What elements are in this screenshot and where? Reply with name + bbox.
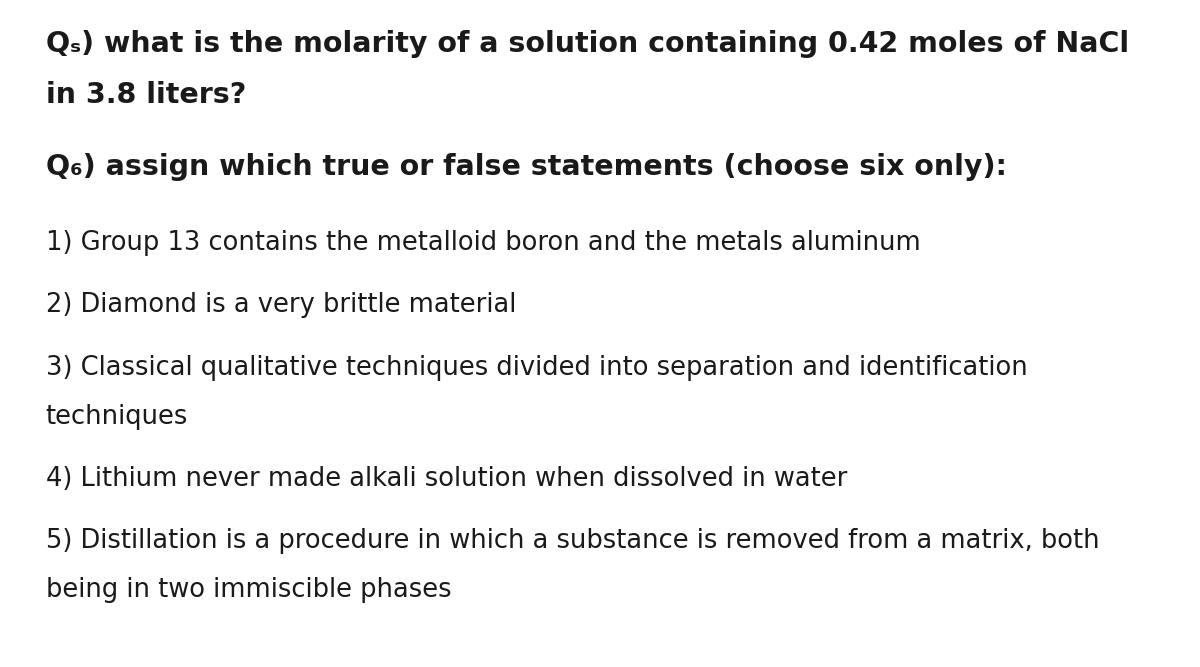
- Text: Qₛ) what is the molarity of a solution containing 0.42 moles of NaCl: Qₛ) what is the molarity of a solution c…: [46, 30, 1129, 58]
- Text: in 3.8 liters?: in 3.8 liters?: [46, 81, 246, 109]
- Text: 1) Group 13 contains the metalloid boron and the metals aluminum: 1) Group 13 contains the metalloid boron…: [46, 230, 920, 256]
- Text: 4) Lithium never made alkali solution when dissolved in water: 4) Lithium never made alkali solution wh…: [46, 466, 847, 492]
- Text: 2) Diamond is a very brittle material: 2) Diamond is a very brittle material: [46, 292, 516, 318]
- Text: being in two immiscible phases: being in two immiscible phases: [46, 577, 451, 603]
- Text: techniques: techniques: [46, 404, 188, 430]
- Text: 3) Classical qualitative techniques divided into separation and identification: 3) Classical qualitative techniques divi…: [46, 355, 1027, 381]
- Text: Q₆) assign which true or false statements (choose six only):: Q₆) assign which true or false statement…: [46, 153, 1007, 181]
- Text: 5) Distillation is a procedure in which a substance is removed from a matrix, bo: 5) Distillation is a procedure in which …: [46, 528, 1099, 554]
